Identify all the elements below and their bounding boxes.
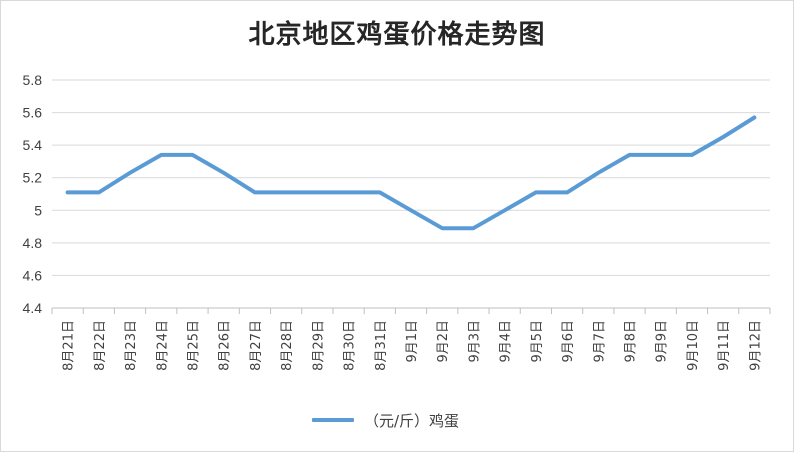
gridlines: [52, 79, 770, 309]
x-tick-label: 8月31日: [374, 320, 389, 371]
y-tick-label: 5.6: [23, 105, 43, 121]
y-tick-label: 5.4: [23, 137, 43, 153]
x-tick-label: 9月2日: [436, 320, 451, 363]
x-tick-label: 8月24日: [155, 320, 170, 371]
x-axis: [51, 308, 771, 314]
y-tick-label: 5.8: [23, 72, 43, 88]
x-tick-label: 9月6日: [561, 320, 576, 363]
y-axis-ticks: 4.4 4.6 4.8 5 5.2 5.4 5.6 5.8: [23, 72, 43, 316]
x-tick-label: 9月11日: [717, 320, 732, 371]
series-line: [65, 115, 757, 231]
x-axis-ticks: 8月21日 8月22日 8月23日 8月24日 8月25日 8月26日 8月27日 8月28日…: [62, 320, 764, 371]
x-tick-label: 9月3日: [467, 320, 482, 363]
x-tick-label: 9月12日: [748, 320, 763, 371]
x-tick-label: 9月10日: [686, 320, 701, 371]
legend: （元/斤）鸡蛋: [312, 408, 459, 432]
x-tick-label: 9月9日: [655, 320, 670, 363]
x-tick-label: 9月1日: [405, 320, 420, 363]
x-tick-label: 9月4日: [499, 320, 514, 363]
x-tick-label: 8月22日: [93, 320, 108, 371]
x-tick-label: 9月5日: [530, 320, 545, 363]
x-tick-label: 8月21日: [62, 320, 77, 371]
x-tick-label: 8月30日: [343, 320, 358, 371]
y-tick-label: 4.4: [23, 300, 43, 316]
legend-swatch: [312, 418, 354, 422]
chart-title: 北京地区鸡蛋价格走势图: [248, 20, 546, 50]
series-layer: [65, 115, 757, 231]
x-tick-label: 9月7日: [592, 320, 607, 363]
x-tick-label: 8月26日: [218, 320, 233, 371]
y-tick-label: 4.8: [23, 235, 43, 251]
x-tick-label: 8月29日: [311, 320, 326, 371]
y-tick-label: 5.2: [23, 170, 43, 186]
legend-label: （元/斤）鸡蛋: [364, 411, 460, 430]
x-tick-label: 8月25日: [186, 320, 201, 371]
y-tick-label: 5: [34, 202, 42, 218]
x-tick-label: 8月23日: [124, 320, 139, 371]
x-tick-label: 8月28日: [280, 320, 295, 371]
x-tick-label: 8月27日: [249, 320, 264, 371]
y-tick-label: 4.6: [23, 267, 43, 283]
x-tick-label: 9月8日: [624, 320, 639, 363]
